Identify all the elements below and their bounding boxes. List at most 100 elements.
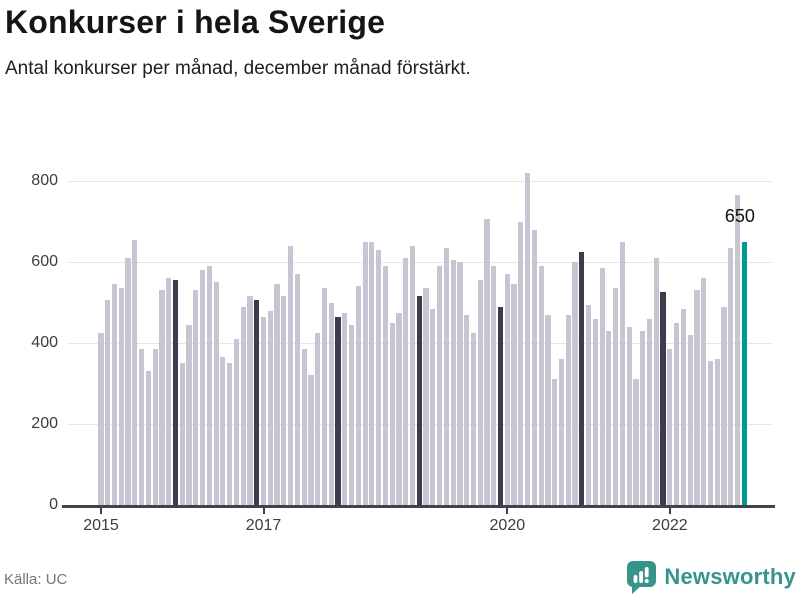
bar-2019-04	[443, 247, 449, 505]
source-label: Källa: UC	[4, 571, 68, 588]
bar-2016-02	[186, 324, 192, 505]
bar-2019-03	[437, 266, 443, 505]
y-axis-label-800: 800	[31, 172, 58, 189]
bar-2017-07	[301, 349, 307, 505]
x-axis-label-2017: 2017	[245, 517, 282, 534]
bar-2022-04	[687, 334, 693, 505]
bar-2016-07	[220, 357, 226, 505]
bar-2019-07	[464, 314, 470, 505]
bar-2018-01	[342, 312, 348, 505]
bar-2018-03	[355, 286, 361, 505]
bar-2019-09	[477, 280, 483, 505]
bar-2021-07	[626, 326, 632, 505]
bar-2017-01	[260, 316, 267, 505]
bar-2022-02	[674, 322, 680, 505]
x-axis-label-2022: 2022	[652, 517, 688, 534]
page-title: Konkurser i hela Sverige	[5, 4, 386, 40]
bar-2020-04	[525, 172, 531, 505]
bar-2020-08	[552, 379, 558, 505]
bar-2022-08	[714, 359, 720, 505]
bar-2022-12	[741, 241, 747, 505]
bar-2018-10	[403, 257, 409, 505]
bar-2016-10	[240, 306, 246, 505]
bar-2020-09	[558, 359, 565, 505]
x-axis-label-2020: 2020	[489, 517, 526, 534]
bar-2022-09	[721, 306, 727, 505]
bar-2021-09	[640, 330, 646, 505]
bar-2019-02	[430, 308, 436, 505]
bar-2017-04	[281, 296, 287, 505]
bar-2021-03	[599, 268, 605, 505]
latest-value-label: 650	[724, 205, 755, 226]
bar-2016-04	[199, 270, 206, 505]
bar-2020-01	[504, 274, 510, 505]
bar-2015-01	[98, 332, 104, 505]
bar-2020-07	[545, 314, 551, 505]
bar-2020-03	[518, 221, 524, 505]
bar-2019-11	[491, 266, 497, 505]
bar-2020-05	[531, 229, 537, 505]
bar-2015-03	[111, 284, 118, 505]
page-subtitle: Antal konkurser per månad, december måna…	[5, 58, 471, 79]
bar-2015-12	[172, 280, 179, 505]
bar-2018-02	[348, 324, 355, 505]
bar-2021-06	[619, 241, 626, 505]
bar-2015-10	[159, 290, 165, 505]
bar-2022-10	[728, 247, 734, 505]
y-axis-label-400: 400	[31, 334, 58, 351]
x-axis-label-2015: 2015	[83, 517, 119, 534]
bar-2016-08	[227, 363, 233, 505]
bar-2016-01	[179, 363, 185, 505]
x-axis-tick-2020	[506, 508, 509, 514]
newsworthy-logo: Newsworthy	[626, 558, 796, 596]
bar-2021-12	[660, 292, 666, 505]
bar-2017-05	[288, 245, 294, 505]
bar-2015-08	[145, 371, 151, 505]
bar-2017-03	[274, 284, 280, 505]
bar-2015-05	[125, 257, 131, 505]
bar-2020-06	[538, 266, 544, 505]
bar-2017-10	[321, 288, 328, 505]
newsworthy-logo-icon	[627, 560, 657, 594]
bar-2019-01	[423, 288, 429, 505]
bar-2016-05	[206, 266, 212, 505]
bar-2017-09	[315, 332, 321, 505]
bar-2016-09	[233, 338, 240, 505]
y-axis-label-0: 0	[49, 496, 58, 513]
bar-2020-02	[511, 284, 517, 505]
bar-2022-05	[694, 290, 700, 505]
gridline-800	[68, 181, 772, 182]
newsworthy-logo-text: Newsworthy	[664, 564, 796, 589]
bar-2017-12	[335, 316, 341, 505]
bar-2022-06	[701, 278, 707, 505]
bar-2017-11	[328, 302, 334, 505]
bar-2020-10	[565, 314, 571, 505]
bar-2016-03	[193, 290, 199, 505]
bar-2018-07	[382, 266, 388, 505]
bar-2015-09	[152, 349, 158, 505]
bar-2017-06	[294, 274, 300, 505]
x-axis-tick-2022	[668, 508, 671, 514]
bar-2016-06	[213, 282, 219, 505]
bar-2019-08	[470, 332, 477, 505]
bar-2018-05	[369, 241, 375, 505]
bar-2015-06	[132, 239, 138, 505]
gridline-600	[68, 262, 772, 263]
bar-2018-09	[396, 312, 402, 505]
bar-2021-05	[613, 288, 619, 505]
bar-2019-10	[484, 219, 490, 505]
bar-2018-06	[376, 249, 382, 505]
x-axis-tick-2015	[100, 508, 102, 514]
bar-2018-11	[409, 245, 416, 505]
bar-2017-08	[308, 375, 314, 505]
bar-2021-11	[653, 257, 659, 505]
bar-2022-03	[680, 308, 686, 505]
bar-2016-11	[247, 296, 253, 505]
x-axis-tick-2017	[262, 508, 265, 514]
y-axis-label-200: 200	[31, 415, 58, 432]
bar-2021-01	[585, 304, 592, 505]
bar-2017-02	[267, 310, 273, 505]
bar-2015-07	[139, 349, 145, 505]
bar-2016-12	[254, 300, 260, 505]
